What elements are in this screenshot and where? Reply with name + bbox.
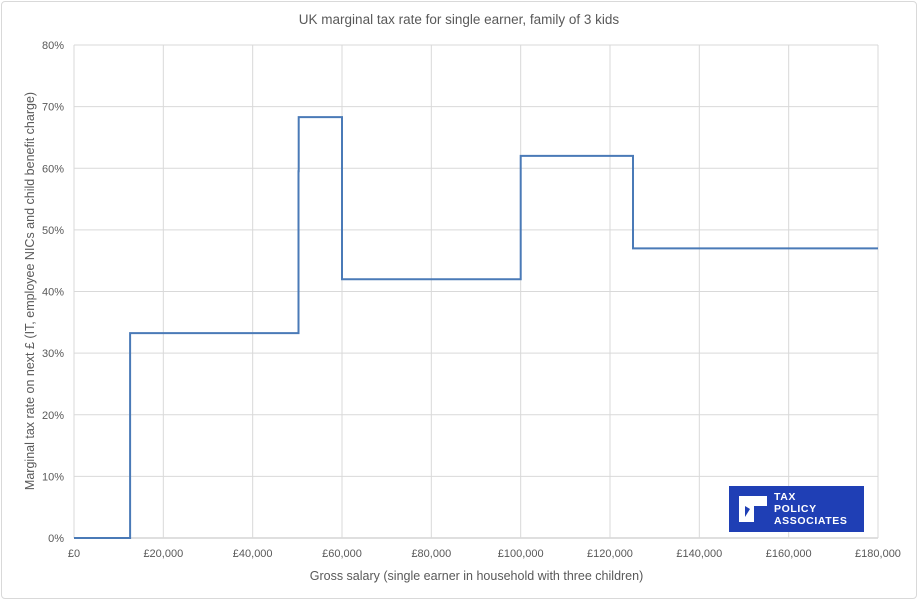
x-tick-label: £60,000: [322, 548, 362, 560]
y-tick-label: 20%: [42, 410, 64, 422]
y-tick-label: 40%: [42, 287, 64, 299]
x-tick-label: £0: [68, 548, 80, 560]
y-tick-label: 80%: [42, 40, 64, 52]
series-line: [74, 116, 878, 539]
x-tick-label: £100,000: [498, 548, 544, 560]
x-axis-label: Gross salary (single earner in household…: [309, 569, 644, 583]
y-tick-label: 50%: [42, 225, 64, 237]
logo-mark-icon: [739, 496, 767, 522]
y-tick-label: 70%: [42, 102, 64, 114]
y-tick-label: 30%: [42, 348, 64, 360]
y-tick-label: 60%: [42, 163, 64, 175]
x-tick-label: £160,000: [766, 548, 812, 560]
y-axis-label: Marginal tax rate on next £ (IT, employe…: [23, 91, 37, 491]
y-tick-label: 0%: [48, 533, 64, 545]
x-tick-label: £80,000: [411, 548, 451, 560]
x-tick-label: £40,000: [233, 548, 273, 560]
chart-title: UK marginal tax rate for single earner, …: [298, 12, 620, 27]
logo-line-1: TAX: [774, 491, 797, 503]
logo-line-2: POLICY: [774, 503, 817, 515]
x-tick-label: £180,000: [855, 548, 901, 560]
x-tick-label: £120,000: [587, 548, 633, 560]
logo-line-3: ASSOCIATES: [774, 515, 848, 527]
tax-policy-associates-logo: TAX POLICY ASSOCIATES: [729, 486, 864, 532]
x-tick-label: £20,000: [143, 548, 183, 560]
y-tick-label: 10%: [42, 471, 64, 483]
x-tick-label: £140,000: [676, 548, 722, 560]
